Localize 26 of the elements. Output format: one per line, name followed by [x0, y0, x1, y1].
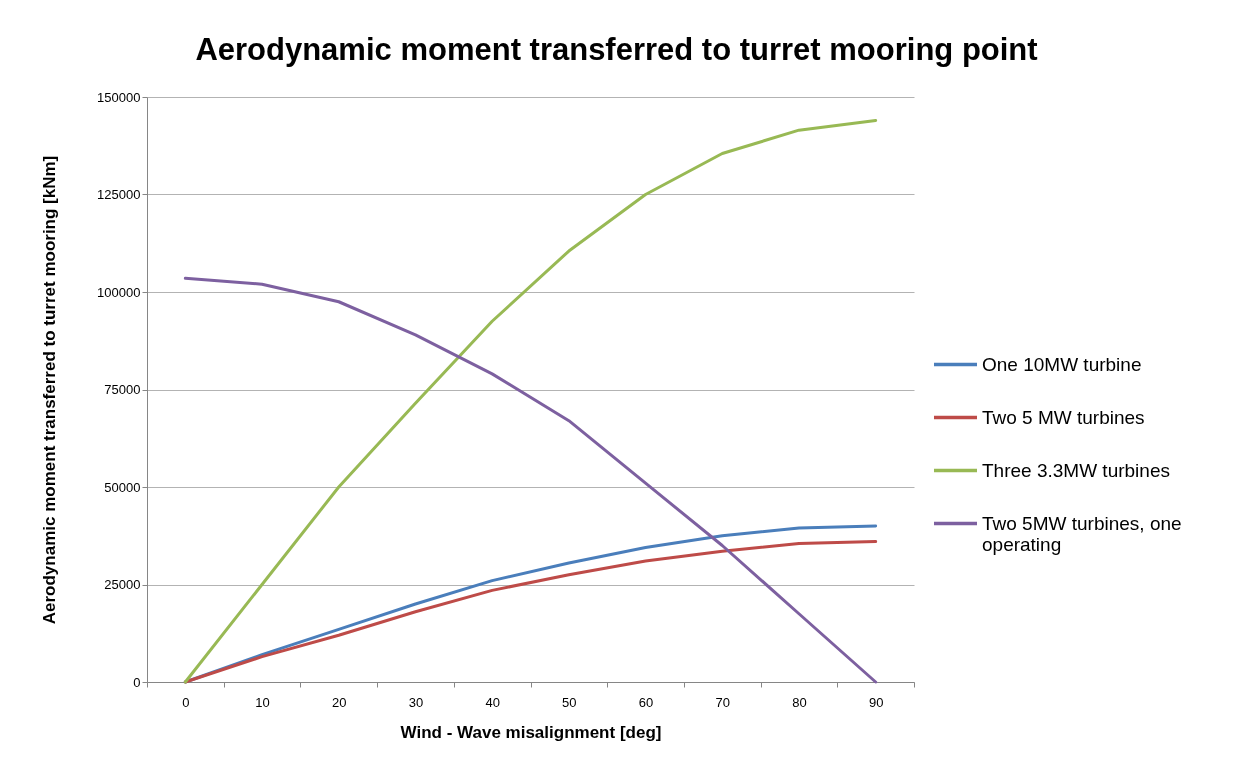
x-tick-label: 40	[485, 694, 500, 710]
x-tick-label: 10	[255, 694, 270, 710]
x-tick-label: 90	[868, 694, 884, 710]
y-tick-label: 75000	[104, 382, 141, 397]
legend-label: Three 3.3MW turbines	[982, 459, 1170, 481]
x-tick-label: 30	[408, 694, 424, 710]
chart-title: Aerodynamic moment transferred to turret mooring point	[195, 32, 1038, 67]
x-tick-label: 60	[638, 694, 654, 710]
y-axis-title: Aerodynamic moment transferred to turret mooring [kNm]	[40, 155, 60, 625]
legend-label: One 10MW turbine	[982, 353, 1142, 375]
y-tick-label: 0	[133, 674, 141, 690]
y-tick-label: 100000	[97, 284, 141, 300]
y-tick-label: 25000	[104, 577, 141, 592]
x-axis-title: Wind - Wave misalignment [deg]	[400, 722, 662, 742]
legend-label: Two 5 MW turbines	[982, 406, 1145, 428]
legend-label: Two 5MW turbines, one operating	[982, 512, 1182, 555]
x-tick-label: 80	[792, 694, 807, 710]
x-tick-label: 0	[182, 694, 190, 710]
x-tick-label: 70	[715, 694, 730, 710]
line-series	[183, 276, 878, 684]
y-tick-label: 50000	[104, 479, 141, 495]
x-tick-label: 20	[332, 694, 347, 710]
y-tick-label: 150000	[97, 89, 141, 105]
x-tick-label: 50	[562, 694, 577, 710]
y-tick-label: 125000	[97, 187, 141, 202]
line-series	[183, 118, 878, 684]
